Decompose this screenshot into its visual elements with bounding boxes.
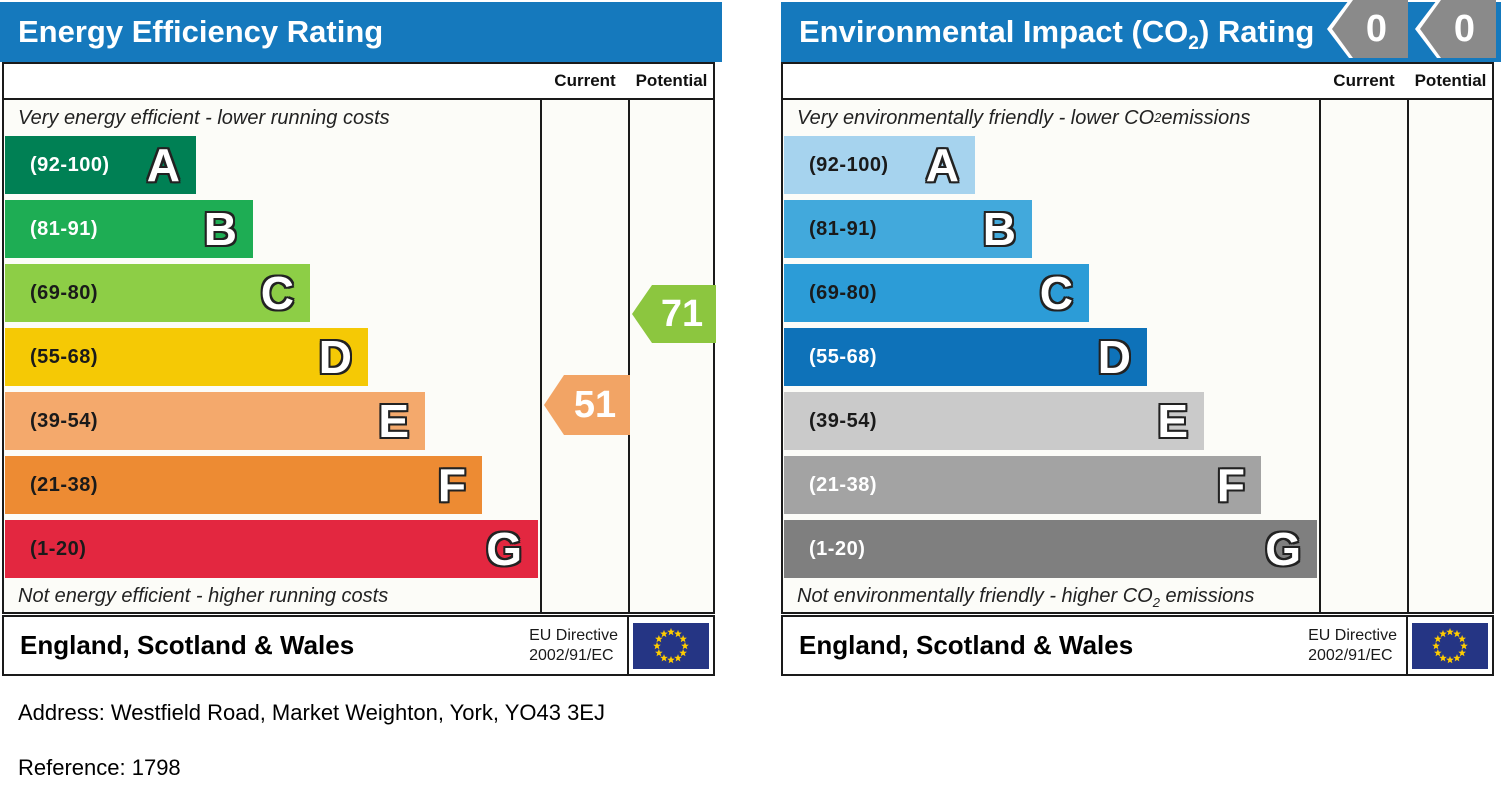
band-letter: G	[1265, 523, 1301, 575]
top-note: Very energy efficient - lower running co…	[18, 106, 390, 129]
band-range-label: (21-38)	[809, 473, 877, 496]
band-range-label: (81-91)	[30, 217, 98, 240]
band-range-label: (69-80)	[809, 281, 877, 304]
current-rating-value: 51	[573, 383, 617, 426]
eer-bands: (92-100) A (81-91) B (69-80) C (55-68) D…	[4, 136, 540, 578]
band-letter: D	[1097, 331, 1131, 383]
potential-rating-value: 71	[660, 292, 704, 335]
eu-flag-icon	[1412, 622, 1488, 669]
band-letter: G	[486, 523, 522, 575]
rating-band: (69-80) C	[784, 264, 1089, 322]
band-letter: A	[146, 139, 180, 191]
band-letter: C	[1039, 267, 1073, 319]
potential-column-header: Potential	[635, 71, 708, 90]
column-divider	[628, 64, 630, 612]
eer-title: Energy Efficiency Rating	[18, 14, 384, 49]
eu-directive-label: EU Directive 2002/91/EC	[1308, 617, 1406, 674]
band-range-label: (1-20)	[809, 537, 866, 560]
rating-band: (81-91) B	[784, 200, 1032, 258]
band-letter: A	[925, 139, 959, 191]
energy-efficiency-chart: Energy Efficiency Rating Current Potenti…	[0, 2, 722, 678]
band-letter: C	[260, 267, 294, 319]
eer-band-area: Very energy efficient - lower running co…	[4, 100, 540, 612]
band-range-label: (81-91)	[809, 217, 877, 240]
potential-rating-arrow: 71	[632, 285, 716, 343]
footer-region-label: England, Scotland & Wales	[20, 630, 355, 660]
eer-title-bar: Energy Efficiency Rating	[0, 2, 722, 62]
ei-title: Environmental Impact (CO2) Rating	[799, 14, 1315, 55]
rating-band: (69-80) C	[5, 264, 310, 322]
band-letter: F	[437, 459, 466, 511]
rating-band: (55-68) D	[5, 328, 368, 386]
eu-flag-cell	[627, 617, 713, 674]
eer-table: Current Potential Very energy efficient …	[2, 62, 716, 614]
eu-directive-line2: 2002/91/EC	[1308, 646, 1393, 664]
address-text: Address: Westfield Road, Market Weighton…	[18, 700, 605, 725]
column-divider	[1407, 64, 1409, 612]
band-range-label: (55-68)	[809, 345, 877, 368]
rating-band: (81-91) B	[5, 200, 253, 258]
ei-table: Current Potential Very environmentally f…	[781, 62, 1494, 614]
band-letter: D	[318, 331, 352, 383]
ei-table-header: Current Potential	[783, 64, 1492, 100]
band-range-label: (92-100)	[809, 153, 889, 176]
column-divider	[1319, 64, 1321, 612]
band-range-label: (55-68)	[30, 345, 98, 368]
rating-band: (92-100) A	[784, 136, 975, 194]
top-note: Very environmentally friendly - lower CO…	[797, 106, 1251, 129]
ei-footer: England, Scotland & Wales EU Directive 2…	[781, 615, 1494, 676]
band-letter: E	[1157, 395, 1188, 447]
ei-band-area: Very environmentally friendly - lower CO…	[783, 100, 1319, 612]
eer-table-header: Current Potential	[4, 64, 713, 100]
rating-band: (92-100) A	[5, 136, 196, 194]
footer-region-label: England, Scotland & Wales	[799, 630, 1134, 660]
current-rating-arrow: 51	[544, 375, 630, 435]
eu-directive-line1: EU Directive	[529, 626, 618, 644]
rating-band: (21-38) F	[784, 456, 1261, 514]
environmental-impact-chart: Environmental Impact (CO2) Rating 0 0 Cu…	[779, 0, 1501, 678]
band-range-label: (69-80)	[30, 281, 98, 304]
bottom-note: Not energy efficient - higher running co…	[18, 585, 389, 607]
rating-band: (39-54) E	[784, 392, 1204, 450]
eu-directive-line2: 2002/91/EC	[529, 646, 614, 664]
ei-bands: (92-100) A (81-91) B (69-80) C (55-68) D…	[783, 136, 1319, 578]
bottom-note: Not environmentally friendly - higher CO…	[797, 585, 1255, 610]
band-letter: B	[982, 203, 1016, 255]
potential-column-header: Potential	[1414, 71, 1487, 90]
rating-band: (1-20) G	[5, 520, 538, 578]
band-range-label: (21-38)	[30, 473, 98, 496]
band-range-label: (92-100)	[30, 153, 110, 176]
ei-potential-rating-value: 0	[1453, 7, 1476, 50]
current-column-header: Current	[554, 71, 616, 90]
band-letter: F	[1216, 459, 1245, 511]
rating-band: (1-20) G	[784, 520, 1317, 578]
rating-band: (55-68) D	[784, 328, 1147, 386]
rating-band: (39-54) E	[5, 392, 425, 450]
eu-flag-cell	[1406, 617, 1492, 674]
column-divider	[540, 64, 542, 612]
reference-text: Reference: 1798	[18, 755, 181, 780]
eer-footer: England, Scotland & Wales EU Directive 2…	[2, 615, 715, 676]
band-range-label: (1-20)	[30, 537, 87, 560]
current-column-header: Current	[1333, 71, 1395, 90]
rating-band: (21-38) F	[5, 456, 482, 514]
band-letter: E	[378, 395, 409, 447]
band-range-label: (39-54)	[30, 409, 98, 432]
ei-current-rating-value: 0	[1365, 7, 1388, 50]
band-range-label: (39-54)	[809, 409, 877, 432]
band-letter: B	[203, 203, 237, 255]
eu-flag-icon	[633, 622, 709, 669]
eu-directive-label: EU Directive 2002/91/EC	[529, 617, 627, 674]
eu-directive-line1: EU Directive	[1308, 626, 1397, 644]
